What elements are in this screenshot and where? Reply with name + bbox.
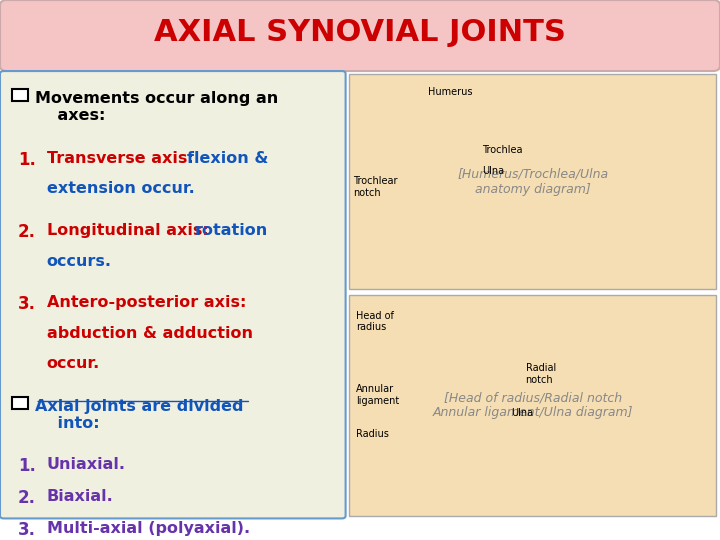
Text: Radial
notch: Radial notch	[526, 363, 556, 385]
Text: Ulna: Ulna	[482, 166, 505, 176]
Text: Transverse axis:: Transverse axis:	[47, 151, 199, 166]
Text: 3.: 3.	[18, 295, 36, 313]
Text: Trochlear
notch: Trochlear notch	[353, 177, 397, 198]
Text: occurs.: occurs.	[47, 254, 112, 268]
Text: Annular
ligament: Annular ligament	[356, 384, 400, 406]
Text: occur.: occur.	[47, 356, 100, 372]
Text: 2.: 2.	[18, 489, 36, 507]
FancyBboxPatch shape	[349, 73, 716, 289]
Text: 1.: 1.	[18, 151, 36, 169]
Text: Humerus: Humerus	[428, 87, 473, 97]
Text: Trochlea: Trochlea	[482, 145, 523, 155]
Text: Movements occur along an
    axes:: Movements occur along an axes:	[35, 91, 279, 124]
Text: rotation: rotation	[194, 223, 268, 238]
Text: [Head of radius/Radial notch
Annular ligament/Ulna diagram]: [Head of radius/Radial notch Annular lig…	[433, 392, 633, 419]
Text: AXIAL SYNOVIAL JOINTS: AXIAL SYNOVIAL JOINTS	[154, 18, 566, 48]
Text: 1.: 1.	[18, 457, 36, 475]
FancyBboxPatch shape	[349, 295, 716, 516]
Text: Antero-posterior axis:: Antero-posterior axis:	[47, 295, 246, 310]
Text: 3.: 3.	[18, 521, 36, 539]
Text: Longitudinal axis:: Longitudinal axis:	[47, 223, 214, 238]
FancyBboxPatch shape	[0, 0, 720, 71]
Text: Head of
radius: Head of radius	[356, 310, 395, 332]
Bar	[12, 397, 28, 409]
Text: flexion &: flexion &	[187, 151, 269, 166]
Text: extension occur.: extension occur.	[47, 181, 194, 197]
Text: Biaxial.: Biaxial.	[47, 489, 114, 504]
Text: Multi-axial (polyaxial).: Multi-axial (polyaxial).	[47, 521, 250, 536]
FancyBboxPatch shape	[0, 71, 346, 518]
Text: Uniaxial.: Uniaxial.	[47, 457, 126, 472]
Text: 2.: 2.	[18, 223, 36, 241]
Text: Axial joints are divided
    into:: Axial joints are divided into:	[35, 399, 244, 431]
Text: Radius: Radius	[356, 429, 390, 439]
Bar	[12, 90, 28, 101]
Text: [Humerus/Trochlea/Ulna
anatomy diagram]: [Humerus/Trochlea/Ulna anatomy diagram]	[457, 167, 608, 195]
Text: abduction & adduction: abduction & adduction	[47, 326, 253, 341]
Text: Ulna: Ulna	[511, 408, 534, 418]
